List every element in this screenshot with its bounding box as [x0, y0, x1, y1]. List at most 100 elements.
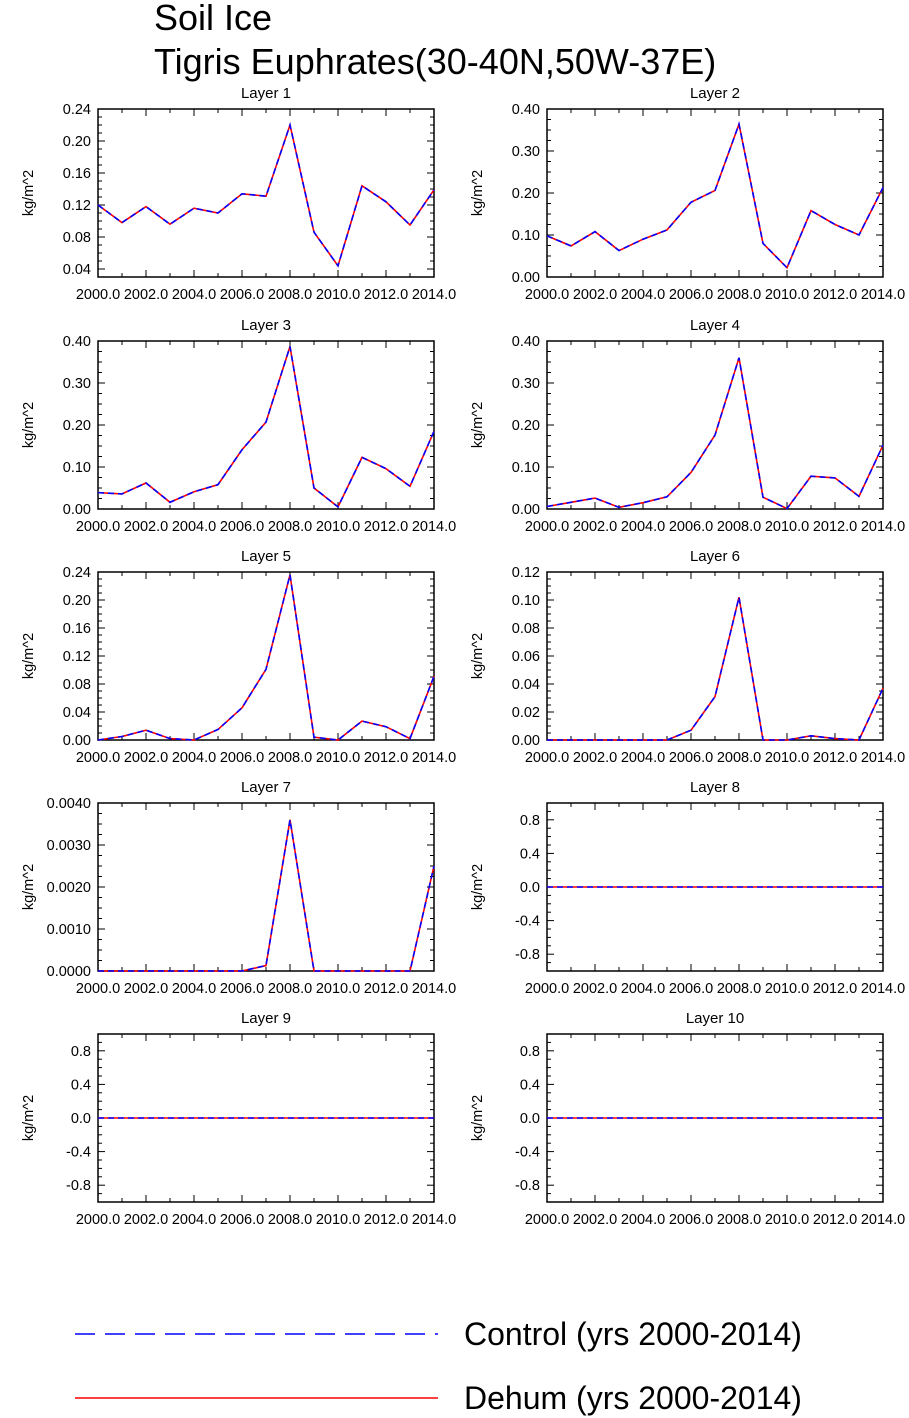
x-tick-label: 2002.0	[573, 287, 617, 303]
dehum-series-line	[547, 597, 884, 741]
x-tick-label: 2002.0	[573, 519, 617, 535]
x-tick-label: 2014.0	[861, 287, 905, 303]
y-axis-label: kg/m^2	[470, 170, 486, 216]
x-tick-label: 2010.0	[316, 750, 360, 766]
control-series-line	[546, 121, 884, 270]
x-tick-label: 2012.0	[364, 750, 408, 766]
y-tick-label: 0.0000	[47, 964, 91, 980]
x-tick-label: 2004.0	[172, 287, 216, 303]
figure-title-line-2: Tigris Euphrates(30-40N,50W-37E)	[154, 41, 717, 82]
y-tick-label: 0.30	[63, 376, 91, 392]
figure-title-line-1: Soil Ice	[154, 0, 273, 38]
y-axis-label: kg/m^2	[21, 170, 37, 216]
x-tick-label: 2008.0	[717, 519, 761, 535]
y-axis-label: kg/m^2	[21, 864, 37, 910]
x-tick-label: 2010.0	[316, 981, 360, 997]
panel-title: Layer 9	[241, 1010, 291, 1027]
y-tick-label: 0.0	[520, 880, 540, 896]
y-tick-label: 0.16	[63, 166, 91, 182]
y-tick-label: 0.40	[512, 102, 540, 118]
x-tick-label: 2010.0	[316, 287, 360, 303]
y-tick-label: 0.0010	[47, 922, 91, 938]
y-tick-label: 0.12	[512, 565, 540, 581]
x-tick-label: 2000.0	[76, 981, 120, 997]
y-tick-label: 0.08	[512, 621, 540, 637]
x-tick-label: 2002.0	[573, 981, 617, 997]
y-tick-label: 0.04	[63, 262, 91, 278]
x-tick-label: 2014.0	[412, 287, 456, 303]
y-tick-label: 0.00	[512, 270, 540, 286]
y-tick-label: 0.08	[63, 677, 91, 693]
x-tick-label: 2002.0	[124, 287, 168, 303]
x-tick-label: 2008.0	[268, 287, 312, 303]
panel-title: Layer 6	[690, 548, 740, 565]
y-tick-label: 0.02	[512, 705, 540, 721]
x-tick-label: 2004.0	[172, 519, 216, 535]
y-tick-label: 0.10	[63, 460, 91, 476]
y-tick-label: 0.10	[512, 460, 540, 476]
control-series-line	[547, 597, 884, 741]
x-tick-label: 2012.0	[813, 519, 857, 535]
x-tick-label: 2010.0	[316, 1212, 360, 1228]
x-tick-label: 2006.0	[669, 519, 713, 535]
y-tick-label: 0.20	[63, 134, 91, 150]
y-axis-label: kg/m^2	[21, 633, 37, 679]
y-tick-label: 0.10	[512, 593, 540, 609]
x-tick-label: 2000.0	[525, 750, 569, 766]
x-tick-label: 2008.0	[717, 981, 761, 997]
x-tick-label: 2014.0	[861, 981, 905, 997]
control-series-line	[546, 357, 884, 510]
x-tick-label: 2006.0	[220, 519, 264, 535]
y-axis-label: kg/m^2	[21, 1095, 37, 1141]
plot-frame	[97, 108, 435, 278]
dehum-series-line	[97, 574, 435, 741]
y-tick-label: -0.8	[66, 1178, 91, 1194]
x-tick-label: 2012.0	[364, 519, 408, 535]
x-tick-label: 2014.0	[412, 750, 456, 766]
x-tick-label: 2006.0	[220, 287, 264, 303]
panel-title: Layer 7	[241, 779, 291, 796]
y-tick-label: 0.8	[520, 813, 540, 829]
plot-frame	[97, 571, 435, 741]
x-tick-label: 2012.0	[813, 287, 857, 303]
y-tick-label: 0.12	[63, 198, 91, 214]
y-tick-label: -0.4	[66, 1145, 91, 1161]
x-tick-label: 2012.0	[813, 1212, 857, 1228]
y-tick-label: 0.06	[512, 649, 540, 665]
x-tick-label: 2008.0	[717, 750, 761, 766]
y-tick-label: -0.8	[515, 1178, 540, 1194]
x-tick-label: 2008.0	[268, 1212, 312, 1228]
control-series-line	[97, 574, 435, 741]
y-tick-label: 0.24	[63, 102, 91, 118]
y-tick-label: 0.0	[71, 1111, 91, 1127]
y-tick-label: 0.04	[63, 705, 91, 721]
x-tick-label: 2014.0	[861, 519, 905, 535]
y-tick-label: 0.0	[520, 1111, 540, 1127]
y-tick-label: 0.08	[63, 230, 91, 246]
x-tick-label: 2004.0	[621, 981, 665, 997]
x-tick-label: 2010.0	[765, 1212, 809, 1228]
panel-title: Layer 8	[690, 779, 740, 796]
x-tick-label: 2014.0	[412, 981, 456, 997]
x-tick-label: 2000.0	[525, 287, 569, 303]
x-tick-label: 2004.0	[621, 287, 665, 303]
y-tick-label: 0.8	[71, 1044, 91, 1060]
legend	[75, 1333, 438, 1399]
y-axis-label: kg/m^2	[470, 1095, 486, 1141]
x-tick-label: 2006.0	[669, 287, 713, 303]
x-tick-label: 2014.0	[412, 519, 456, 535]
y-tick-label: -0.4	[515, 1145, 540, 1161]
x-tick-label: 2006.0	[220, 750, 264, 766]
x-tick-label: 2008.0	[268, 981, 312, 997]
y-axis-label: kg/m^2	[21, 402, 37, 448]
x-tick-label: 2004.0	[172, 981, 216, 997]
x-tick-label: 2012.0	[364, 1212, 408, 1228]
y-tick-label: 0.00	[63, 733, 91, 749]
x-tick-label: 2004.0	[172, 1212, 216, 1228]
x-tick-label: 2006.0	[220, 1212, 264, 1228]
plot-frame	[546, 108, 884, 278]
x-tick-label: 2012.0	[813, 981, 857, 997]
x-tick-label: 2000.0	[525, 981, 569, 997]
